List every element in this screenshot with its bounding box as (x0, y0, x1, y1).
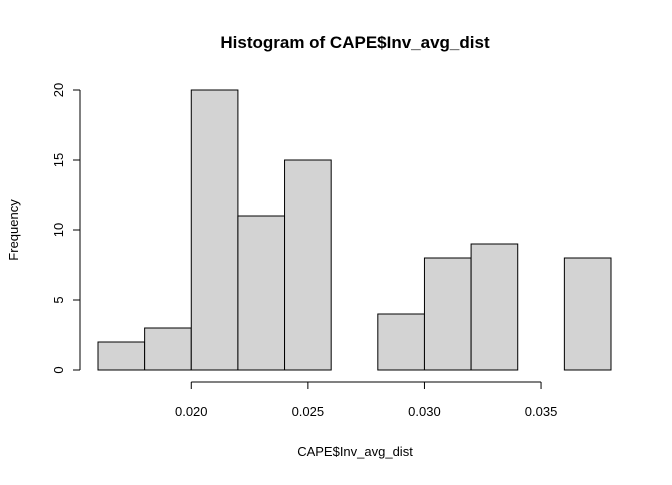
y-tick-label: 5 (51, 296, 66, 303)
x-axis: 0.020 0.025 0.030 0.035 (175, 381, 558, 419)
x-tick-label: 0.025 (292, 404, 325, 419)
histogram-bar (423, 257, 472, 371)
histogram-bar (470, 243, 519, 371)
histogram-bar (144, 327, 192, 371)
y-tick-label: 15 (51, 153, 66, 167)
chart-title: Histogram of CAPE$Inv_avg_dist (220, 33, 490, 52)
y-tick-label: 10 (51, 223, 66, 237)
histogram-bar (377, 313, 425, 371)
x-axis-title: CAPE$Inv_avg_dist (297, 444, 413, 459)
histogram-bar (237, 215, 286, 371)
y-axis-title: Frequency (6, 199, 21, 261)
histogram-bar (190, 89, 239, 371)
y-axis: 0 5 10 15 20 (51, 83, 81, 374)
histogram-bar (284, 159, 332, 371)
x-tick-label: 0.030 (408, 404, 441, 419)
y-tick-label: 0 (51, 366, 66, 373)
x-tick-label: 0.020 (175, 404, 208, 419)
histogram-bar (97, 341, 146, 371)
histogram-bars (97, 89, 612, 371)
y-tick-label: 20 (51, 83, 66, 97)
histogram-bar (563, 257, 612, 371)
x-tick-label: 0.035 (525, 404, 558, 419)
